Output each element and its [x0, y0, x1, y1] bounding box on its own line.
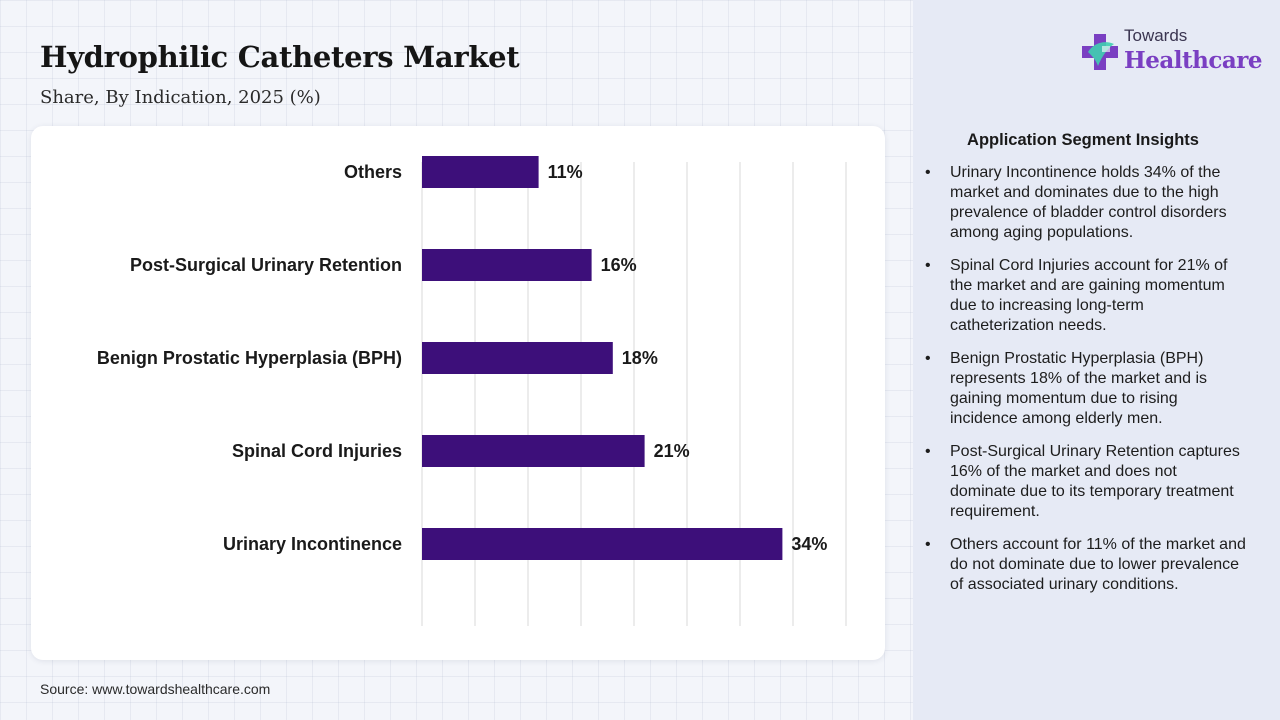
- bullet-icon: •: [925, 257, 931, 274]
- chart-card: Others 11% Post-Surgical Urinary Retention…: [31, 126, 885, 660]
- bar-chart: Others 11% Post-Surgical Urinary Retention…: [97, 156, 847, 626]
- bar: [422, 156, 539, 188]
- bar: [422, 435, 645, 467]
- insight-item: • Benign Prostatic Hyperplasia (BPH) repr…: [922, 349, 1247, 429]
- insight-text: Others account for 11% of the market and…: [950, 536, 1246, 593]
- category-label: Urinary Incontinence: [223, 534, 402, 554]
- insight-item: • Post-Surgical Urinary Retention capture…: [922, 442, 1247, 522]
- data-label: 18%: [622, 348, 658, 368]
- page-subtitle: Share, By Indication, 2025 (%): [40, 87, 321, 108]
- bar: [422, 342, 613, 374]
- category-label: Spinal Cord Injuries: [232, 441, 402, 461]
- insight-item: • Urinary Incontinence holds 34% of the m…: [922, 163, 1247, 243]
- data-label: 21%: [654, 441, 690, 461]
- logo-text-healthcare: Healthcare: [1124, 47, 1263, 74]
- category-label: Others: [344, 162, 402, 182]
- insight-text: Post-Surgical Urinary Retention captures…: [950, 443, 1240, 520]
- logo-text-towards: Towards: [1124, 26, 1188, 45]
- insight-item: • Spinal Cord Injuries account for 21% of…: [922, 256, 1247, 336]
- towards-healthcare-logo: Towards Healthcare: [1080, 26, 1263, 78]
- data-label: 34%: [791, 534, 827, 554]
- bar: [422, 249, 592, 281]
- bullet-icon: •: [925, 536, 931, 553]
- cross-plus-logo-icon: [1082, 34, 1118, 70]
- data-label: 11%: [548, 162, 583, 182]
- insights-list: • Urinary Incontinence holds 34% of the m…: [922, 163, 1247, 608]
- insights-panel: [913, 0, 1280, 720]
- page-title: Hydrophilic Catheters Market: [40, 40, 520, 74]
- insight-text: Urinary Incontinence holds 34% of the ma…: [950, 164, 1227, 241]
- insight-text: Benign Prostatic Hyperplasia (BPH) repre…: [950, 350, 1208, 427]
- bullet-icon: •: [925, 164, 931, 181]
- bar: [422, 528, 783, 560]
- insight-item: • Others account for 11% of the market an…: [922, 535, 1247, 595]
- insights-title: Application Segment Insights: [967, 131, 1199, 149]
- data-label: 16%: [601, 255, 637, 275]
- insight-text: Spinal Cord Injuries account for 21% of …: [950, 257, 1228, 334]
- source-note: Source: www.towardshealthcare.com: [40, 681, 271, 697]
- category-label: Post-Surgical Urinary Retention: [130, 255, 402, 275]
- category-label: Benign Prostatic Hyperplasia (BPH): [97, 348, 402, 368]
- bullet-icon: •: [925, 443, 931, 460]
- bullet-icon: •: [925, 350, 931, 367]
